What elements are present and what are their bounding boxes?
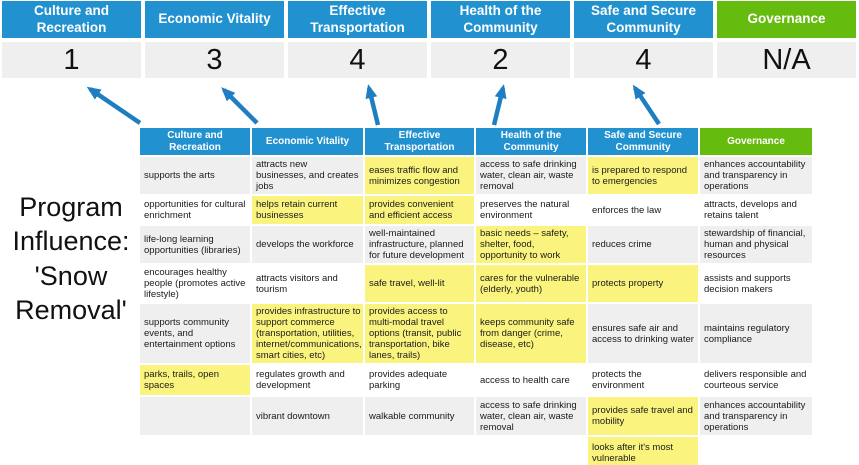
- matrix-cell-r2c3: provides convenient and efficient access: [365, 196, 474, 225]
- matrix-cell-r5c2: provides infrastructure to support comme…: [252, 304, 363, 364]
- matrix-cell-r7c1: [140, 397, 250, 436]
- scoreboard: Culture and Recreation Economic Vitality E…: [2, 1, 856, 78]
- matrix-cell-r2c5: enforces the law: [588, 196, 698, 225]
- scoreboard-header-effective-transportation: Effective Transportation: [288, 1, 427, 38]
- matrix-header-safe-and-secure-community: Safe and Secure Community: [588, 128, 698, 155]
- scoreboard-score-effective-transportation: 4: [288, 42, 427, 78]
- matrix-cell-r3c2: develops the workforce: [252, 226, 363, 264]
- matrix-cell-r4c4: cares for the vulnerable (elderly, youth…: [476, 265, 586, 303]
- matrix-cell-r2c1: opportunities for cultural enrichment: [140, 196, 250, 225]
- matrix-cell-r1c6: enhances accountability and transparency…: [700, 157, 812, 195]
- matrix-cell-r7c5: provides safe travel and mobility: [588, 397, 698, 436]
- scoreboard-header-governance: Governance: [717, 1, 856, 38]
- matrix-cell-r4c2: attracts visitors and tourism: [252, 265, 363, 303]
- matrix-header-economic-vitality: Economic Vitality: [252, 128, 363, 155]
- arrow-layer: [86, 84, 661, 126]
- scoreboard-header-economic-vitality: Economic Vitality: [145, 1, 284, 38]
- matrix-cell-r3c1: life-long learning opportunities (librar…: [140, 226, 250, 264]
- matrix-header-effective-transportation: Effective Transportation: [365, 128, 474, 155]
- matrix-cell-r5c3: provides access to multi-modal travel op…: [365, 304, 474, 364]
- matrix-cell-r8c1: [140, 437, 250, 465]
- matrix-cell-r6c1: parks, trails, open spaces: [140, 365, 250, 396]
- matrix-cell-r5c5: ensures safe air and access to drinking …: [588, 304, 698, 364]
- matrix-cell-r6c5: protects the environment: [588, 365, 698, 396]
- matrix-header-health-of-the-community: Health of the Community: [476, 128, 586, 155]
- matrix-cell-r5c4: keeps community safe from danger (crime,…: [476, 304, 586, 364]
- matrix-cell-r3c4: basic needs – safety, shelter, food, opp…: [476, 226, 586, 264]
- matrix-cell-r7c6: enhances accountability and transparency…: [700, 397, 812, 436]
- matrix-cell-r7c2: vibrant downtown: [252, 397, 363, 436]
- scoreboard-header-safe-and-secure-community: Safe and Secure Community: [574, 1, 713, 38]
- scoreboard-score-economic-vitality: 3: [145, 42, 284, 78]
- matrix-cell-r5c1: supports community events, and entertain…: [140, 304, 250, 364]
- influence-matrix: Culture and Recreation Economic Vitality E…: [140, 128, 812, 465]
- matrix-cell-r7c4: access to safe drinking water, clean air…: [476, 397, 586, 436]
- matrix-cell-r4c6: assists and supports decision makers: [700, 265, 812, 303]
- matrix-cell-r3c3: well-maintained infrastructure, planned …: [365, 226, 474, 264]
- program-title: Program Influence: 'Snow Removal': [12, 192, 130, 325]
- up-arrow-health: [491, 84, 507, 126]
- matrix-cell-r4c5: protects property: [588, 265, 698, 303]
- matrix-cell-r1c5: is prepared to respond to emergencies: [588, 157, 698, 195]
- matrix-cell-r8c3: [365, 437, 474, 465]
- matrix-cell-r4c1: encourages healthy people (promotes acti…: [140, 265, 250, 303]
- scoreboard-headers: Culture and Recreation Economic Vitality E…: [2, 1, 856, 38]
- matrix-header-culture-and-recreation: Culture and Recreation: [140, 128, 250, 155]
- matrix-cell-r6c2: regulates growth and development: [252, 365, 363, 396]
- matrix-cell-r6c6: delivers responsible and courteous servi…: [700, 365, 812, 396]
- matrix-cell-r6c4: access to health care: [476, 365, 586, 396]
- matrix-cell-r8c2: [252, 437, 363, 465]
- matrix-cell-r3c5: reduces crime: [588, 226, 698, 264]
- matrix-header-governance: Governance: [700, 128, 812, 155]
- scoreboard-header-health-of-the-community: Health of the Community: [431, 1, 570, 38]
- scoreboard-score-safe-and-secure-community: 4: [574, 42, 713, 78]
- scoreboard-scores: 1 3 4 2 4 N/A: [2, 42, 856, 78]
- up-arrow-safe: [632, 84, 661, 126]
- matrix-cell-r1c2: attracts new businesses, and creates job…: [252, 157, 363, 195]
- up-arrow-culture: [86, 86, 142, 125]
- matrix-cell-r6c3: provides adequate parking: [365, 365, 474, 396]
- matrix-cell-r4c3: safe travel, well-lit: [365, 265, 474, 303]
- matrix-cell-r8c6: [700, 437, 812, 465]
- matrix-cell-r3c6: stewardship of financial, human and phys…: [700, 226, 812, 264]
- matrix-cell-r2c6: attracts, develops and retains talent: [700, 196, 812, 225]
- scoreboard-score-health-of-the-community: 2: [431, 42, 570, 78]
- matrix-cell-r8c4: [476, 437, 586, 465]
- matrix-cell-r8c5: looks after it's most vulnerable: [588, 437, 698, 465]
- up-arrow-transportation: [365, 84, 381, 126]
- matrix-cell-r2c4: preserves the natural environment: [476, 196, 586, 225]
- matrix-cell-r7c3: walkable community: [365, 397, 474, 436]
- scoreboard-header-culture-and-recreation: Culture and Recreation: [2, 1, 141, 38]
- matrix-cell-r1c1: supports the arts: [140, 157, 250, 195]
- matrix-cell-r5c6: maintains regulatory compliance: [700, 304, 812, 364]
- matrix-cell-r1c3: eases traffic flow and minimizes congest…: [365, 157, 474, 195]
- matrix-cell-r1c4: access to safe drinking water, clean air…: [476, 157, 586, 195]
- scoreboard-score-culture-and-recreation: 1: [2, 42, 141, 78]
- matrix-cell-r2c2: helps retain current businesses: [252, 196, 363, 225]
- scoreboard-score-governance: N/A: [717, 42, 856, 78]
- up-arrow-economic: [221, 87, 259, 125]
